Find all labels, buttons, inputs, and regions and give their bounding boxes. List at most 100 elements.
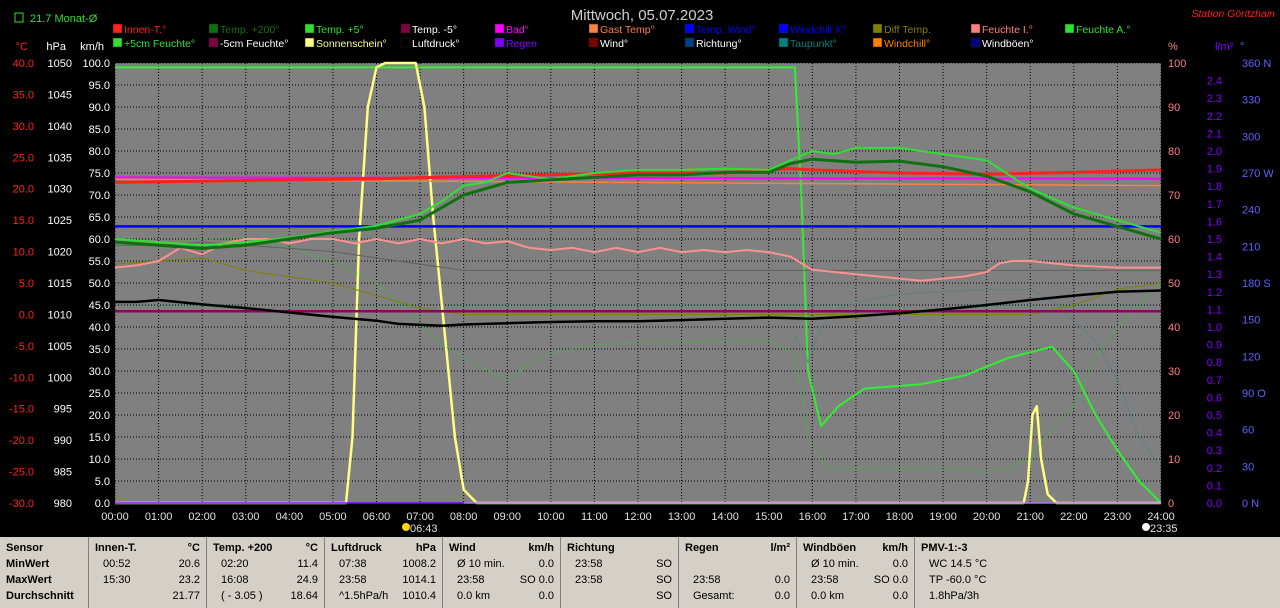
legend-label: Wind° [600, 38, 628, 50]
y-tick-label-direction: 360 N [1242, 58, 1271, 70]
x-tick-label: 23:00 [1104, 511, 1132, 523]
y-tick-label-pressure: 1015 [48, 278, 72, 290]
x-tick-label: 06:00 [363, 511, 391, 523]
stats-row-label: MaxWert [6, 574, 52, 586]
y-tick-label-temp: 0.0 [19, 309, 34, 321]
y-tick-label-wind: 75.0 [89, 168, 110, 180]
legend-label: Temp. +5° [316, 24, 364, 36]
y-tick-label-direction: 330 [1242, 95, 1260, 107]
x-tick-label: 08:00 [450, 511, 478, 523]
stats-cell-value: SO [656, 558, 672, 570]
y-tick-label-wind: 10.0 [89, 454, 110, 466]
y-tick-label-direction: 30 [1242, 461, 1254, 473]
y-tick-label-humidity: 50 [1168, 278, 1180, 290]
stats-cell-value: SO [656, 590, 672, 602]
y-tick-label-pressure: 980 [54, 498, 72, 510]
stats-cell-time: 1.8hPa/3h [929, 590, 980, 602]
legend-swatch [684, 23, 695, 34]
y-tick-label-pressure: 1020 [48, 247, 72, 259]
stats-cell-time: TP -60.0 °C [929, 574, 987, 586]
stats-column: Innen-T. °C 00:52 20.6 15:30 23.2 21.77 [88, 537, 206, 608]
stats-cell-time: 0.0 km [811, 590, 845, 602]
legend-swatch [684, 37, 695, 48]
stats-cell-time: 23:58 [811, 574, 839, 586]
y-tick-label-pressure: 1010 [48, 309, 72, 321]
legend-label: Temp. Wind° [696, 24, 756, 36]
y-tick-label-temp: 10.0 [13, 247, 34, 259]
stats-header: Luftdruck [331, 542, 382, 554]
stats-cell-value: 11.4 [297, 558, 318, 570]
stats-unit: °C [305, 542, 318, 554]
stats-cell-time: WC 14.5 °C [929, 558, 988, 570]
legend-label: Windchill° [884, 38, 930, 50]
axis-unit-humidity: % [1168, 41, 1178, 53]
y-tick-label-wind: 30.0 [89, 366, 110, 378]
y-tick-label-rain: 1.9 [1207, 164, 1222, 176]
legend-swatch [208, 37, 219, 48]
legend-swatch [208, 23, 219, 34]
series-line-feuchte-a- [115, 66, 1162, 504]
legend-label: Luftdruck° [412, 38, 459, 50]
y-tick-label-wind: 70.0 [89, 190, 110, 202]
y-tick-label-rain: 0.4 [1207, 428, 1222, 440]
stats-row-label: MinWert [6, 558, 50, 570]
y-tick-label-temp: -10.0 [9, 372, 34, 384]
stats-unit: °C [187, 542, 200, 554]
legend-swatch [400, 23, 411, 34]
x-tick-label: 16:00 [799, 511, 827, 523]
stats-cell-value: 24.9 [296, 574, 318, 586]
legend-swatch [112, 23, 123, 34]
y-tick-label-rain: 0.8 [1207, 357, 1222, 369]
y-tick-label-humidity: 70 [1168, 190, 1180, 202]
sunrise-icon [402, 523, 410, 531]
legend-label: Taupunkt° [790, 38, 837, 50]
stats-column: Windböen km/h Ø 10 min. 0.0 23:58 SO 0.0 0.0 k… [796, 537, 914, 608]
y-tick-label-direction: 240 [1242, 205, 1260, 217]
legend-swatch [778, 37, 789, 48]
stats-cell-time: 00:52 [103, 558, 131, 570]
legend-label: Richtung° [696, 38, 742, 50]
stats-cell-value: 0.0 [538, 590, 554, 602]
legend-swatch [400, 37, 411, 48]
axis-unit-wind: km/h [80, 41, 104, 53]
y-tick-label-rain: 1.5 [1207, 234, 1222, 246]
y-tick-label-temp: 30.0 [13, 121, 34, 133]
series-group [114, 61, 1162, 505]
stats-cell-time: ( - 3.05 ) [221, 590, 263, 602]
axis-unit-rain: l/m² [1215, 41, 1234, 53]
stats-column: Richtung 23:58 SO 23:58 SO SO [560, 537, 678, 608]
x-tick-label: 03:00 [232, 511, 260, 523]
x-tick-label: 12:00 [624, 511, 652, 523]
y-tick-label-rain: 1.8 [1207, 181, 1222, 193]
stats-cell-value: 0.0 [774, 590, 790, 602]
y-tick-label-rain: 0.3 [1207, 445, 1222, 457]
axes: 00:00 01:00 02:00 03:00 04:00 05:00 06:00 07:00… [9, 41, 1274, 523]
month-average-box [14, 12, 24, 23]
stats-cell-value: SO [656, 574, 672, 586]
x-tick-label: 20:00 [973, 511, 1001, 523]
stats-cell-time: 23:58 [339, 574, 367, 586]
stats-column: Luftdruck hPa 07:38 1008.2 23:58 1014.1 ^1.5hP… [324, 537, 442, 608]
y-tick-label-pressure: 995 [54, 404, 72, 416]
y-tick-label-temp: 40.0 [13, 58, 34, 70]
stats-cell-value: SO 0.0 [519, 574, 554, 586]
stats-cell-value: 20.6 [178, 558, 200, 570]
legend-swatch [304, 37, 315, 48]
y-tick-label-humidity: 100 [1168, 58, 1186, 70]
y-tick-label-rain: 1.3 [1207, 269, 1222, 281]
y-tick-label-wind: 40.0 [89, 322, 110, 334]
y-tick-label-temp: 25.0 [13, 152, 34, 164]
series-line-luftdruck- [115, 289, 1162, 327]
y-tick-label-temp: -5.0 [15, 341, 34, 353]
y-tick-label-pressure: 990 [54, 435, 72, 447]
y-tick-label-pressure: 1035 [48, 152, 72, 164]
y-tick-label-pressure: 1000 [48, 372, 72, 384]
legend-swatch [872, 23, 883, 34]
series-line-diff-temp- [114, 257, 1162, 315]
legend-label: Regen [506, 38, 537, 50]
legend-swatch [970, 23, 981, 34]
y-tick-label-temp: -30.0 [9, 498, 34, 510]
x-tick-label: 01:00 [145, 511, 173, 523]
y-tick-label-wind: 0.0 [95, 498, 110, 510]
stats-cell-value: 1014.1 [402, 574, 436, 586]
